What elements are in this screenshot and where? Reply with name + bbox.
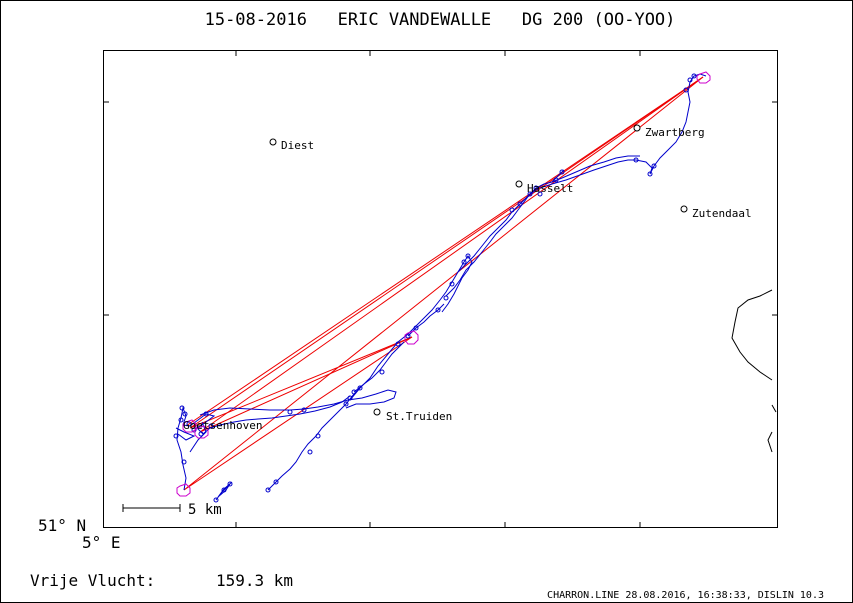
town-label-goetsenhoven: Goetsenhoven xyxy=(183,419,262,432)
town-label-zwartberg: Zwartberg xyxy=(645,126,705,139)
town-labels: Diest Zwartberg Hasselt Zutendaal St.Tru… xyxy=(183,126,752,432)
town-label-hasselt: Hasselt xyxy=(527,182,573,195)
town-marker-hasselt xyxy=(515,180,523,188)
turnpoint-markers xyxy=(176,71,711,497)
turnpoint-marker xyxy=(182,419,197,433)
town-label-zutendaal: Zutendaal xyxy=(692,207,752,220)
town-marker-zutendaal xyxy=(680,205,688,213)
town-markers xyxy=(269,124,688,416)
credit-line: CHARRON.LINE 28.08.2016, 16:38:33, DISLI… xyxy=(547,590,824,601)
scale-bar: 5 km xyxy=(122,502,222,518)
town-label-diest: Diest xyxy=(281,139,314,152)
plot-frame xyxy=(103,50,778,528)
turnpoint-marker xyxy=(404,330,419,345)
latitude-label: 51° N xyxy=(38,516,86,535)
turnpoint-marker xyxy=(194,425,209,439)
town-marker-zwartberg xyxy=(633,124,641,132)
flight-label: Vrije Vlucht: xyxy=(30,571,155,590)
turnpoint-marker xyxy=(696,71,711,84)
scale-bar-label: 5 km xyxy=(188,502,222,518)
town-label-st-truiden: St.Truiden xyxy=(386,410,452,423)
longitude-label: 5° E xyxy=(82,533,121,552)
track-markers xyxy=(173,73,697,503)
town-marker-diest xyxy=(269,138,277,146)
flight-distance: 159.3 km xyxy=(216,571,293,590)
axis-ticks xyxy=(103,50,778,528)
map-title: 15-08-2016 ERIC VANDEWALLE DG 200 (OO-YO… xyxy=(205,10,676,30)
town-marker-st-truiden xyxy=(373,408,381,416)
border-line xyxy=(731,289,777,453)
flight-track xyxy=(175,73,707,501)
turnpoint-marker xyxy=(176,483,191,497)
